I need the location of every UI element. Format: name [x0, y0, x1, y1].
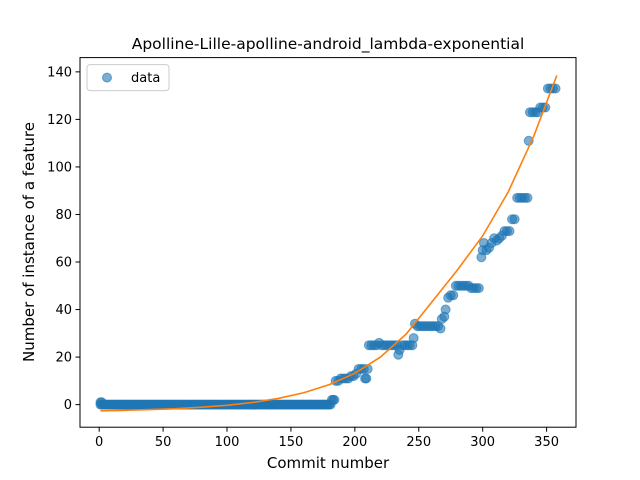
- y-tick-label: 20: [55, 351, 72, 366]
- legend-box: [86, 64, 170, 92]
- plot-area: [95, 75, 561, 412]
- data-point: [408, 333, 419, 344]
- data-point: [504, 226, 515, 237]
- data-point: [329, 394, 340, 405]
- x-tick-label: 0: [95, 435, 103, 450]
- y-axis: 0 20 40 60 80 100 120 140: [47, 65, 80, 413]
- data-point: [509, 214, 520, 225]
- data-point: [440, 304, 451, 315]
- x-tick-label: 50: [155, 435, 172, 450]
- legend-marker-data: [102, 72, 112, 83]
- x-axis-label: Commit number: [267, 454, 390, 472]
- legend-label-data: data: [131, 71, 160, 86]
- data-point: [473, 283, 484, 294]
- y-tick-label: 120: [47, 113, 72, 128]
- chart-title: Apolline-Lille-apolline-android_lambda-e…: [132, 35, 525, 54]
- y-axis-label: Number of instance of a feature: [20, 122, 38, 362]
- x-tick-label: 100: [215, 435, 240, 450]
- y-tick-label: 60: [55, 256, 72, 271]
- x-tick-label: 300: [470, 435, 495, 450]
- x-tick-label: 150: [279, 435, 304, 450]
- y-tick-label: 140: [47, 65, 72, 80]
- y-tick-label: 80: [55, 208, 72, 223]
- data-point: [435, 323, 446, 334]
- x-tick-label: 250: [406, 435, 431, 450]
- x-tick-label: 350: [534, 435, 559, 450]
- y-tick-label: 0: [64, 398, 72, 413]
- data-point: [361, 373, 372, 384]
- legend: data: [86, 64, 170, 92]
- data-point: [96, 397, 107, 408]
- y-tick-label: 100: [47, 160, 72, 175]
- data-point: [522, 192, 533, 203]
- x-axis: 0 50 100 150 200 250 300 350: [95, 427, 559, 450]
- plot-frame: [79, 57, 577, 428]
- data-point: [448, 290, 459, 301]
- x-tick-label: 200: [342, 435, 367, 450]
- fit-line: [100, 75, 558, 412]
- y-tick-label: 40: [55, 303, 72, 318]
